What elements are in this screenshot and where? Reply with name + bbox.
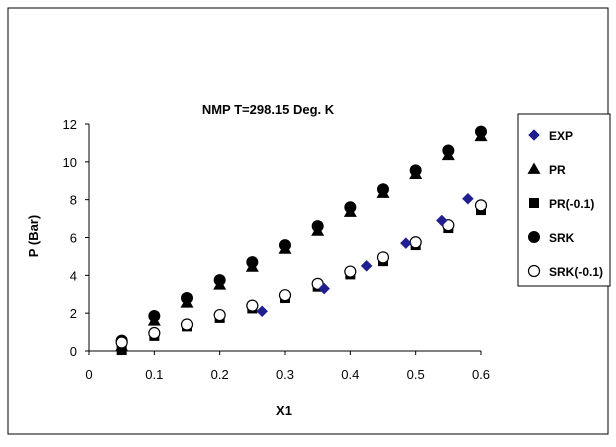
legend-marker (528, 231, 540, 243)
y-tick-label: 2 (70, 306, 77, 321)
x-tick-label: 0.4 (341, 367, 359, 382)
data-point-srk (344, 201, 357, 214)
data-point-exp (360, 260, 373, 272)
x-tick-label: 0.1 (145, 367, 163, 382)
data-point-srk (377, 183, 389, 196)
data-point-srk-0-1 (409, 236, 422, 249)
data-point-srk (442, 144, 455, 157)
data-point-srk-0-1 (376, 251, 390, 264)
legend-marker (529, 198, 539, 208)
data-point-exp (256, 305, 268, 318)
data-point-exp (400, 237, 412, 250)
y-tick-label: 12 (63, 117, 77, 132)
data-point-exp (462, 192, 474, 205)
y-tick-label: 0 (70, 344, 77, 359)
y-tick-label: 4 (70, 268, 77, 283)
axes: 0 0.1 0.2 0.3 0.4 0.5 0.6 0 2 4 6 8 10 12 (63, 117, 491, 382)
legend-marker (528, 129, 540, 141)
data-point-srk-0-1 (474, 199, 488, 212)
data-point-exp (435, 214, 448, 227)
data-point-srk (181, 292, 193, 305)
y-tick-label: 10 (63, 155, 77, 170)
data-point-srk-0-1 (213, 308, 226, 322)
x-tick-label: 0.2 (211, 367, 229, 382)
data-point-srk-0-1 (246, 299, 259, 312)
x-tick-label: 0 (85, 367, 92, 382)
x-tick-label: 0.5 (407, 367, 425, 382)
data-point-srk (213, 274, 226, 287)
x-axis-label: X1 (276, 403, 292, 418)
data-point-srk (311, 220, 324, 233)
chart-border (7, 7, 609, 435)
y-tick-label: 8 (70, 193, 77, 208)
x-tick-label: 0.3 (276, 367, 294, 382)
data-point-srk (409, 164, 422, 177)
legend-label: SRK(-0.1) (549, 265, 603, 279)
data-point-srk-0-1 (278, 289, 292, 302)
data-point-exp (318, 282, 331, 295)
data-point-srk-0-1 (115, 336, 128, 349)
plot-area (115, 125, 488, 356)
data-point-srk (475, 125, 487, 138)
data-point-srk-0-1 (180, 318, 194, 331)
data-point-srk (148, 310, 161, 323)
legend-label: PR (549, 163, 566, 177)
data-point-srk (246, 256, 259, 269)
y-axis-label: P (Bar) (26, 215, 41, 257)
x-tick-label: 0.6 (472, 367, 490, 382)
data-point-srk-0-1 (148, 326, 161, 340)
legend-label: SRK (549, 231, 575, 245)
legend-marker (527, 264, 541, 278)
legend-marker (527, 162, 541, 174)
y-tick-label: 6 (70, 231, 77, 246)
legend-label: EXP (549, 129, 573, 143)
legend: EXP PR PR(-0.1) SRK SRK(-0.1) (517, 113, 611, 287)
chart-title: NMP T=298.15 Deg. K (202, 102, 335, 117)
legend-label: PR(-0.1) (549, 197, 594, 211)
data-point-pr-0-1 (116, 345, 127, 356)
data-point-srk-0-1 (344, 265, 357, 278)
data-point-srk (279, 239, 291, 252)
